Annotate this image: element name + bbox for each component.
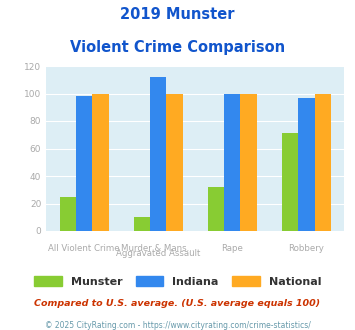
Bar — [298, 98, 315, 231]
Text: Compared to U.S. average. (U.S. average equals 100): Compared to U.S. average. (U.S. average … — [34, 299, 321, 308]
Text: Violent Crime Comparison: Violent Crime Comparison — [70, 40, 285, 54]
Bar — [150, 77, 166, 231]
Bar — [282, 133, 298, 231]
Bar — [166, 93, 183, 231]
Bar — [92, 93, 109, 231]
Text: © 2025 CityRating.com - https://www.cityrating.com/crime-statistics/: © 2025 CityRating.com - https://www.city… — [45, 321, 310, 330]
Bar — [240, 93, 257, 231]
Bar — [208, 187, 224, 231]
Text: 2019 Munster: 2019 Munster — [120, 7, 235, 21]
Legend: Munster, Indiana, National: Munster, Indiana, National — [29, 271, 326, 291]
Bar — [76, 96, 92, 231]
Text: Aggravated Assault: Aggravated Assault — [116, 249, 201, 258]
Bar — [60, 197, 76, 231]
Text: All Violent Crime: All Violent Crime — [48, 244, 120, 253]
Text: Murder & Mans...: Murder & Mans... — [121, 244, 195, 253]
Bar — [134, 217, 150, 231]
Bar — [315, 93, 331, 231]
Text: Robbery: Robbery — [288, 244, 324, 253]
Text: Rape: Rape — [222, 244, 243, 253]
Bar — [224, 93, 240, 231]
